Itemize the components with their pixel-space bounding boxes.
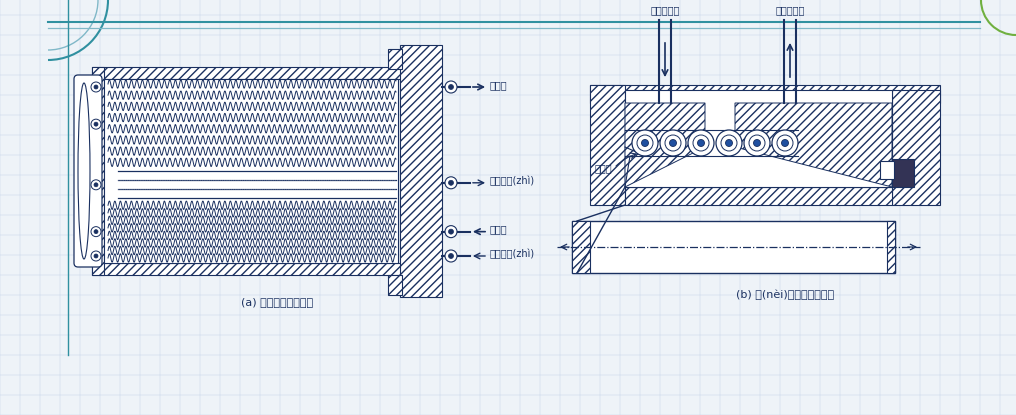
Circle shape [448,229,453,234]
Text: 冷卻水: 冷卻水 [490,80,508,90]
Circle shape [721,135,737,151]
Text: 密封介質(zhì): 密封介質(zhì) [490,176,535,186]
Circle shape [688,130,714,156]
Circle shape [660,130,686,156]
Bar [388,49,402,69]
Bar [92,67,104,275]
Circle shape [754,139,761,146]
Bar [572,221,895,273]
Circle shape [445,177,457,189]
Text: 冷卻管: 冷卻管 [594,163,612,173]
Circle shape [94,122,98,126]
Polygon shape [625,103,705,187]
Bar [625,90,892,187]
Circle shape [94,254,98,258]
Circle shape [641,139,648,146]
Bar [892,159,914,187]
Circle shape [777,135,793,151]
Circle shape [91,119,101,129]
Circle shape [698,139,704,146]
Bar [388,275,402,295]
Circle shape [91,251,101,261]
Circle shape [749,135,765,151]
Circle shape [91,180,101,190]
Bar [572,221,590,273]
Bar [590,85,940,103]
Ellipse shape [78,83,90,259]
Bar [892,90,940,205]
Circle shape [448,85,453,90]
Text: 冷卻水出口: 冷卻水出口 [775,5,805,15]
Bar [400,45,442,297]
Text: 冷卻水入口: 冷卻水入口 [650,5,680,15]
Bar [625,187,892,205]
Circle shape [445,81,457,93]
Circle shape [744,130,770,156]
Circle shape [781,139,788,146]
Circle shape [448,180,453,186]
Circle shape [91,82,101,92]
Circle shape [665,135,681,151]
Bar [887,221,895,273]
Bar [880,161,894,179]
Polygon shape [735,103,892,187]
Circle shape [772,130,798,156]
Text: (b) 內(nèi)置式蛇管換熱器: (b) 內(nèi)置式蛇管換熱器 [736,290,834,300]
Circle shape [637,135,653,151]
Circle shape [716,130,742,156]
Text: 冷卻水: 冷卻水 [490,225,508,234]
Circle shape [91,227,101,237]
Circle shape [632,130,658,156]
Circle shape [725,139,733,146]
Bar [92,263,408,275]
Circle shape [445,226,457,238]
Circle shape [670,139,677,146]
Circle shape [94,85,98,89]
Circle shape [94,229,98,234]
Bar [104,79,398,263]
Circle shape [693,135,709,151]
Circle shape [94,183,98,187]
FancyBboxPatch shape [74,75,102,267]
Circle shape [448,254,453,259]
Text: 密封介質(zhì): 密封介質(zhì) [490,249,535,259]
Text: (a) 外置式蛇管換熱器: (a) 外置式蛇管換熱器 [241,297,313,307]
Bar [92,67,408,79]
Bar [590,85,625,205]
Circle shape [445,250,457,262]
